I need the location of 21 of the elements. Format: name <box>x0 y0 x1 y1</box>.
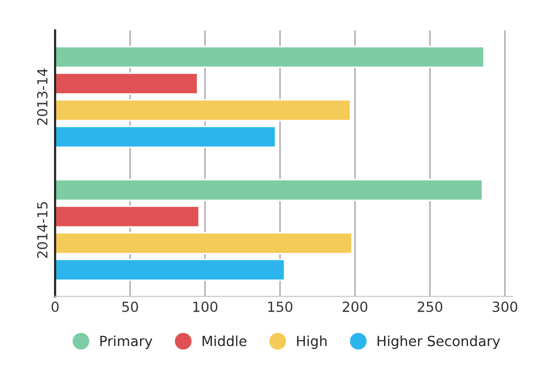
bar <box>55 126 276 148</box>
bar <box>55 46 485 68</box>
legend-label: Middle <box>202 336 246 346</box>
x-tick-label: 300 <box>492 302 518 312</box>
x-tick-label: 0 <box>52 302 59 312</box>
legend-label: Higher Secondary <box>378 336 500 349</box>
y-tick-label: 2013-14 <box>37 68 48 125</box>
bar <box>55 99 352 122</box>
bar <box>55 178 484 202</box>
bar <box>55 258 286 281</box>
bar <box>55 206 200 228</box>
legend-label: High <box>297 336 327 349</box>
y-tick-label: 2014-15 <box>37 202 48 258</box>
x-tick-label: 200 <box>342 302 368 312</box>
x-tick-label: 100 <box>193 302 218 312</box>
legend-label: Primary <box>100 336 152 349</box>
x-tick-label: 50 <box>122 302 138 312</box>
bar <box>55 232 353 254</box>
x-tick-label: 250 <box>418 302 442 312</box>
bar <box>55 72 198 95</box>
x-tick-label: 150 <box>268 302 292 312</box>
